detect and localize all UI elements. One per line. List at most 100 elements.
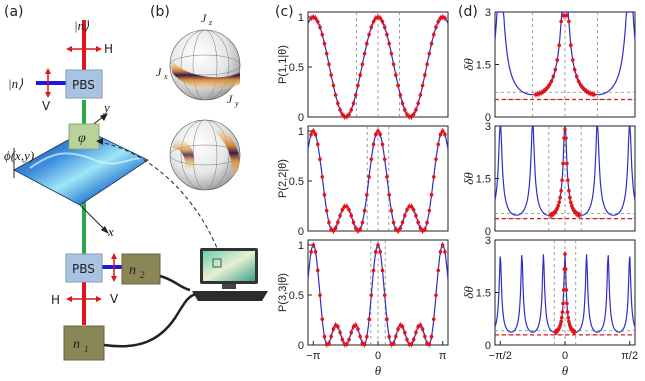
data-point xyxy=(331,327,336,331)
data-point xyxy=(333,93,338,97)
chart-c-1: 0 0.5 1 P(1,1|θ) xyxy=(277,11,449,124)
data-point xyxy=(382,157,387,162)
sphere-1-meridian-2 xyxy=(180,29,230,101)
plots: 00.51P(1,1|θ)00.51P(2,2|θ)00.51−π 0 πP(3,3… xyxy=(277,7,638,378)
data-point xyxy=(574,74,579,79)
data-point xyxy=(561,288,566,292)
y-axis-label: δθ xyxy=(461,58,476,71)
data-point xyxy=(429,41,434,46)
fit-curve xyxy=(494,11,636,96)
data-point xyxy=(360,220,365,225)
data-point xyxy=(578,83,583,87)
data-point xyxy=(547,83,552,87)
data-point xyxy=(396,327,400,331)
data-point xyxy=(396,83,400,88)
pbs-bottom-label: PBS xyxy=(72,262,95,276)
data-point xyxy=(434,293,438,297)
data-point xyxy=(416,101,420,106)
v-arrow-bottom-bottom-head xyxy=(111,276,117,282)
data-point xyxy=(322,334,327,339)
data-point xyxy=(558,195,562,200)
data-point xyxy=(349,330,354,335)
axis-y-label: y xyxy=(102,100,110,115)
plot-frame xyxy=(494,11,636,118)
data-point xyxy=(423,227,427,232)
data-point xyxy=(425,62,429,67)
data-point xyxy=(387,193,391,197)
panel-label-c: (c) xyxy=(275,4,294,20)
data-point xyxy=(566,315,571,320)
data-point xyxy=(329,334,333,339)
data-point xyxy=(369,293,374,297)
data-point xyxy=(438,132,443,137)
data-point xyxy=(371,19,376,24)
data-point xyxy=(402,213,407,218)
setup-diagram: |n⟩ H |n⟩ V PBS y x ϕ(x,y) φ PBS xyxy=(4,18,268,361)
pbs-bottom xyxy=(65,253,103,283)
data-point xyxy=(434,157,438,162)
data-point xyxy=(320,317,325,322)
sphere-1: J z J x J y xyxy=(156,11,241,108)
keyboard xyxy=(192,291,268,301)
data-point xyxy=(436,268,441,273)
data-point xyxy=(315,268,320,273)
data-point xyxy=(411,112,416,117)
data-point xyxy=(409,342,414,347)
pbs-top-label: PBS xyxy=(72,78,95,92)
data-point xyxy=(411,207,416,212)
cable-n2 xyxy=(159,274,191,292)
x-tick-label: −π/2 xyxy=(489,350,512,362)
data-point xyxy=(420,83,425,88)
data-point xyxy=(338,108,342,112)
data-point xyxy=(391,341,396,346)
data-point xyxy=(402,330,407,335)
data-point xyxy=(318,25,322,29)
data-point xyxy=(563,267,568,271)
data-point xyxy=(576,79,581,84)
dashed-link-head xyxy=(96,138,103,145)
data-point xyxy=(373,250,378,254)
data-point xyxy=(427,208,432,213)
data-point xyxy=(398,226,403,230)
data-point xyxy=(440,129,445,133)
x-tick-label: π xyxy=(439,350,447,362)
phase-element-label: φ xyxy=(78,131,86,146)
screen-pixel-box xyxy=(212,258,222,268)
data-point xyxy=(358,227,362,232)
data-point xyxy=(347,337,351,342)
data-point xyxy=(414,213,418,218)
data-point xyxy=(567,19,571,24)
data-point xyxy=(398,93,403,97)
sphere-2 xyxy=(169,119,241,191)
y-tick-label: 0 xyxy=(298,226,304,238)
data-point xyxy=(351,220,356,225)
data-point xyxy=(322,41,327,46)
sphere-jy-sub: y xyxy=(234,99,239,108)
data-point xyxy=(324,51,329,56)
data-point xyxy=(394,334,398,339)
y-tick-label: 0 xyxy=(485,112,491,124)
data-point xyxy=(434,25,438,29)
data-point xyxy=(400,220,405,225)
sphere-jy: J xyxy=(227,92,233,106)
data-point xyxy=(418,323,423,327)
data-point xyxy=(418,226,423,230)
data-point xyxy=(387,334,391,339)
data-point xyxy=(387,41,391,46)
y-tick-label: 1.5 xyxy=(476,288,491,300)
data-point xyxy=(315,19,320,24)
y-tick-label: 3 xyxy=(485,7,491,19)
data-point xyxy=(569,43,573,48)
data-point xyxy=(382,293,387,297)
sphere-jz: J xyxy=(201,11,207,25)
plot-frame xyxy=(307,239,449,346)
data-point xyxy=(327,220,331,225)
data-point xyxy=(385,317,389,322)
data-point xyxy=(431,32,436,37)
x-axis-label: θ xyxy=(562,363,569,378)
sphere-1-equator xyxy=(169,54,241,76)
sphere-jx-sub: x xyxy=(163,72,168,81)
data-point xyxy=(347,112,351,117)
top-pol-label: H xyxy=(104,42,113,56)
